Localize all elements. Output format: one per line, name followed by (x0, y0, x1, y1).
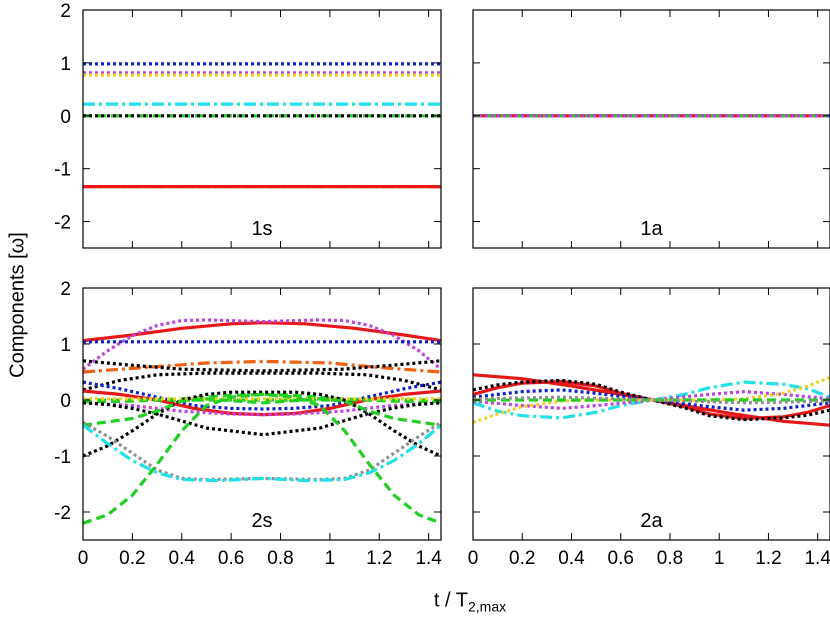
y-tick-label: -1 (54, 160, 71, 181)
panel-frame (82, 287, 442, 541)
y-tick-label: -2 (54, 213, 71, 234)
y-axis-label: Components [ω] (6, 232, 29, 378)
series-line-18 (83, 392, 441, 525)
y-tick-label: -1 (54, 447, 71, 468)
x-tick-label: 1.4 (415, 548, 442, 569)
panel-frame (472, 9, 830, 249)
panel-2s: 0 0.2 0.4 0.6 0.8 1 1.2 1.4 -2 -1 0 1 2 2s (54, 279, 442, 569)
series-line-16 (83, 421, 441, 482)
x-tick-label: 1.4 (804, 548, 830, 569)
x-axis-label-main: t / T (433, 589, 468, 612)
series-line-2 (83, 318, 441, 371)
x-tick-label: 0.4 (169, 548, 196, 569)
x-tick-label: 0.6 (218, 548, 244, 569)
series-line-13 (83, 390, 441, 458)
x-tick-label: 0.2 (509, 548, 535, 569)
x-tick-label: 1.2 (755, 548, 781, 569)
y-tick-label: 2 (60, 1, 71, 22)
y-tick-label: 2 (60, 279, 71, 300)
x-tick-label: 1 (714, 548, 725, 569)
x-axis-label-sub: 2,max (467, 598, 507, 615)
series-line-7 (83, 380, 441, 411)
y-tick-label: 1 (60, 335, 71, 356)
x-tick-label: 0.6 (608, 548, 634, 569)
series-group (83, 62, 441, 189)
y-tick-label: 0 (60, 107, 71, 128)
x-tick-label: 0.2 (119, 548, 145, 569)
x-tick-label: 1 (325, 548, 336, 569)
y-tick-label: 1 (60, 54, 71, 75)
panel-1a: 1a (472, 9, 830, 249)
panel-1s: -2 -1 0 1 2 1s (54, 1, 442, 249)
series-line-15 (83, 397, 441, 427)
panel-frame (82, 9, 442, 249)
x-axis-label: t / T2,max (434, 590, 506, 615)
series-line-9 (83, 401, 441, 417)
panel-frame (472, 287, 830, 541)
y-tick-label: 0 (60, 391, 71, 412)
x-tick-label: 1.2 (366, 548, 392, 569)
series-line-17 (83, 423, 441, 483)
series-line-5 (473, 380, 830, 420)
series-line-6 (83, 371, 441, 392)
series-line-7 (473, 376, 830, 424)
x-tick-label: 0.8 (657, 548, 683, 569)
y-tick-label: -2 (54, 503, 71, 524)
x-tick-label: 0 (78, 548, 89, 569)
x-tick-label: 0 (468, 548, 479, 569)
series-group (473, 373, 830, 427)
panel-label: 1a (640, 218, 663, 240)
x-tick-label: 0.4 (558, 548, 585, 569)
panel-2a: 0 0.2 0.4 0.6 0.8 1 1.2 1.4 2a (468, 287, 830, 569)
panel-label: 2a (640, 510, 663, 532)
panel-label: 2s (251, 510, 272, 532)
x-tick-label: 0.8 (267, 548, 293, 569)
series-line-5 (83, 359, 441, 373)
series-group (83, 318, 441, 525)
panel-label: 1s (251, 218, 272, 240)
